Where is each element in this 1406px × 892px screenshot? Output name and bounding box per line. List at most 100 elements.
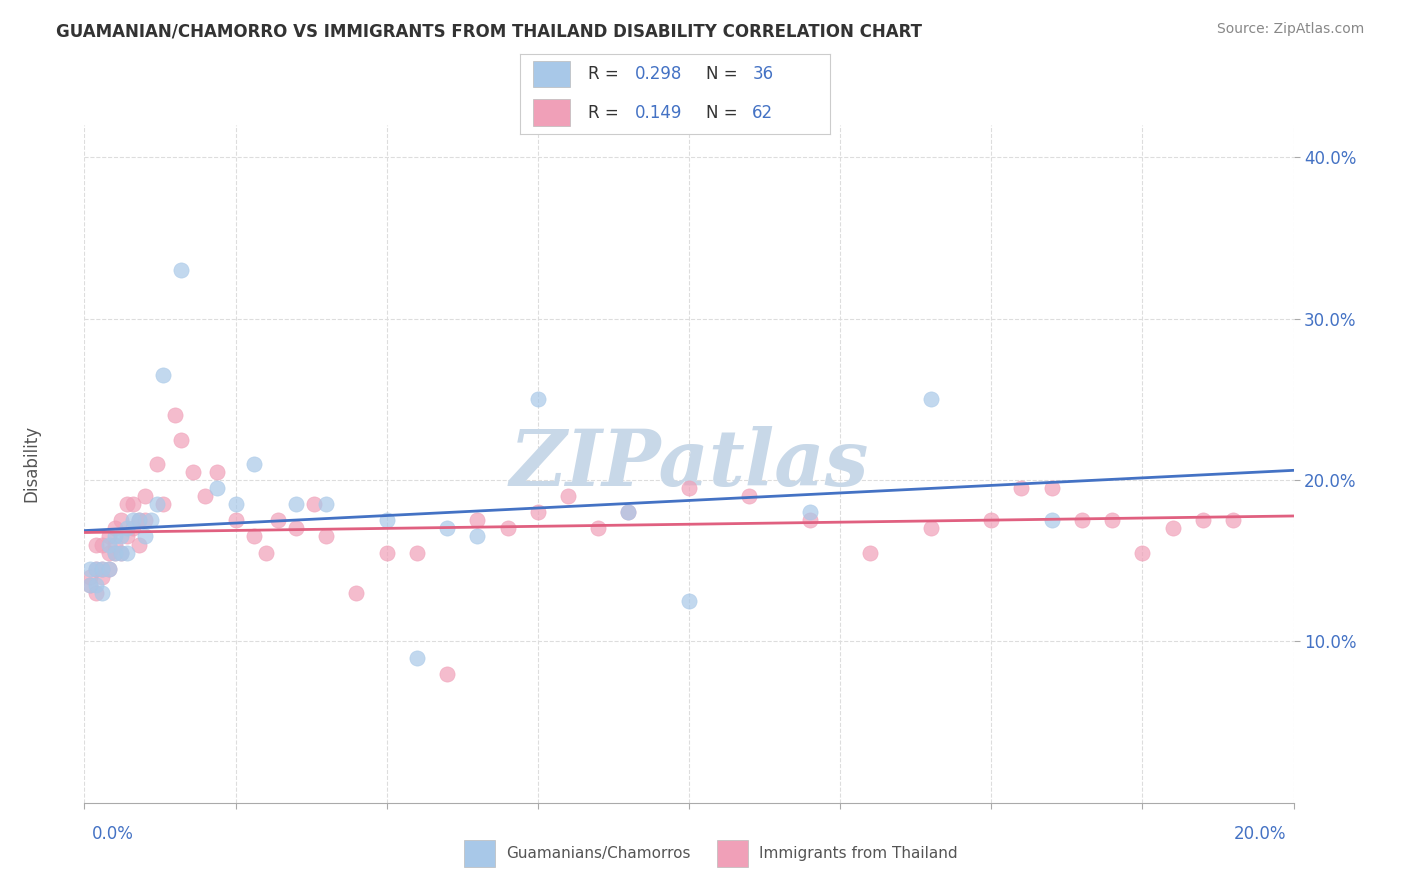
Point bbox=[436, 521, 458, 535]
Point bbox=[588, 521, 610, 535]
Text: 62: 62 bbox=[752, 103, 773, 121]
Point bbox=[1040, 481, 1063, 495]
Point bbox=[406, 546, 429, 560]
Point bbox=[86, 578, 108, 592]
Point bbox=[146, 457, 169, 471]
Point bbox=[617, 505, 640, 519]
Point bbox=[467, 529, 489, 543]
Point bbox=[302, 497, 325, 511]
Point bbox=[207, 465, 229, 479]
Point bbox=[104, 529, 127, 543]
Point bbox=[1161, 521, 1184, 535]
Point bbox=[134, 513, 156, 527]
FancyBboxPatch shape bbox=[533, 99, 569, 126]
Point bbox=[97, 546, 120, 560]
Point bbox=[678, 481, 700, 495]
Point bbox=[79, 578, 101, 592]
Point bbox=[86, 562, 108, 576]
Point bbox=[134, 529, 156, 543]
Text: N =: N = bbox=[706, 103, 742, 121]
Point bbox=[104, 546, 127, 560]
Point bbox=[526, 505, 548, 519]
Point bbox=[104, 537, 127, 551]
Point bbox=[267, 513, 290, 527]
Point bbox=[1130, 546, 1153, 560]
Point bbox=[1101, 513, 1123, 527]
Text: Immigrants from Thailand: Immigrants from Thailand bbox=[759, 847, 957, 861]
Point bbox=[79, 562, 101, 576]
Text: Disability: Disability bbox=[22, 425, 39, 502]
Point bbox=[242, 529, 264, 543]
Point bbox=[97, 562, 120, 576]
Point bbox=[467, 513, 489, 527]
Point bbox=[110, 546, 132, 560]
Point bbox=[315, 529, 337, 543]
Point bbox=[617, 505, 640, 519]
Point bbox=[110, 529, 132, 543]
Point bbox=[254, 546, 277, 560]
Point bbox=[170, 263, 193, 277]
Point bbox=[115, 521, 138, 535]
Point bbox=[1071, 513, 1094, 527]
FancyBboxPatch shape bbox=[533, 61, 569, 87]
Point bbox=[104, 546, 127, 560]
Point bbox=[115, 497, 138, 511]
Point bbox=[1040, 513, 1063, 527]
Point bbox=[91, 537, 114, 551]
Text: 0.298: 0.298 bbox=[634, 65, 682, 83]
Point bbox=[799, 513, 821, 527]
Point bbox=[375, 513, 398, 527]
Point bbox=[1010, 481, 1032, 495]
Text: N =: N = bbox=[706, 65, 742, 83]
Point bbox=[104, 521, 127, 535]
Point bbox=[346, 586, 368, 600]
Point bbox=[97, 529, 120, 543]
Point bbox=[1222, 513, 1244, 527]
Point bbox=[170, 433, 193, 447]
Text: 36: 36 bbox=[752, 65, 773, 83]
Point bbox=[242, 457, 264, 471]
Point bbox=[110, 513, 132, 527]
Point bbox=[110, 546, 132, 560]
Text: 0.0%: 0.0% bbox=[91, 825, 134, 843]
Point bbox=[86, 537, 108, 551]
Point bbox=[920, 521, 942, 535]
Point bbox=[79, 578, 101, 592]
Point bbox=[79, 570, 101, 584]
Point bbox=[91, 562, 114, 576]
Point bbox=[86, 562, 108, 576]
Point bbox=[225, 497, 247, 511]
Text: ZIPatlas: ZIPatlas bbox=[509, 425, 869, 502]
Point bbox=[406, 650, 429, 665]
Point bbox=[496, 521, 519, 535]
Point bbox=[115, 529, 138, 543]
Point bbox=[86, 586, 108, 600]
Point bbox=[1191, 513, 1213, 527]
Point bbox=[152, 497, 174, 511]
Point bbox=[284, 521, 308, 535]
Point bbox=[128, 537, 150, 551]
Point bbox=[920, 392, 942, 407]
Point bbox=[678, 594, 700, 608]
Text: Source: ZipAtlas.com: Source: ZipAtlas.com bbox=[1216, 22, 1364, 37]
Point bbox=[194, 489, 217, 503]
Text: R =: R = bbox=[588, 65, 624, 83]
Point bbox=[375, 546, 398, 560]
Point bbox=[315, 497, 337, 511]
Point bbox=[91, 586, 114, 600]
Point bbox=[526, 392, 548, 407]
Text: 0.149: 0.149 bbox=[634, 103, 682, 121]
Point bbox=[152, 368, 174, 382]
Point bbox=[139, 513, 162, 527]
Point bbox=[738, 489, 761, 503]
Point bbox=[146, 497, 169, 511]
Point bbox=[799, 505, 821, 519]
Point bbox=[134, 489, 156, 503]
Text: GUAMANIAN/CHAMORRO VS IMMIGRANTS FROM THAILAND DISABILITY CORRELATION CHART: GUAMANIAN/CHAMORRO VS IMMIGRANTS FROM TH… bbox=[56, 22, 922, 40]
Point bbox=[980, 513, 1002, 527]
Point bbox=[859, 546, 882, 560]
Point bbox=[121, 513, 143, 527]
Point bbox=[557, 489, 579, 503]
Point bbox=[436, 666, 458, 681]
Point bbox=[97, 562, 120, 576]
